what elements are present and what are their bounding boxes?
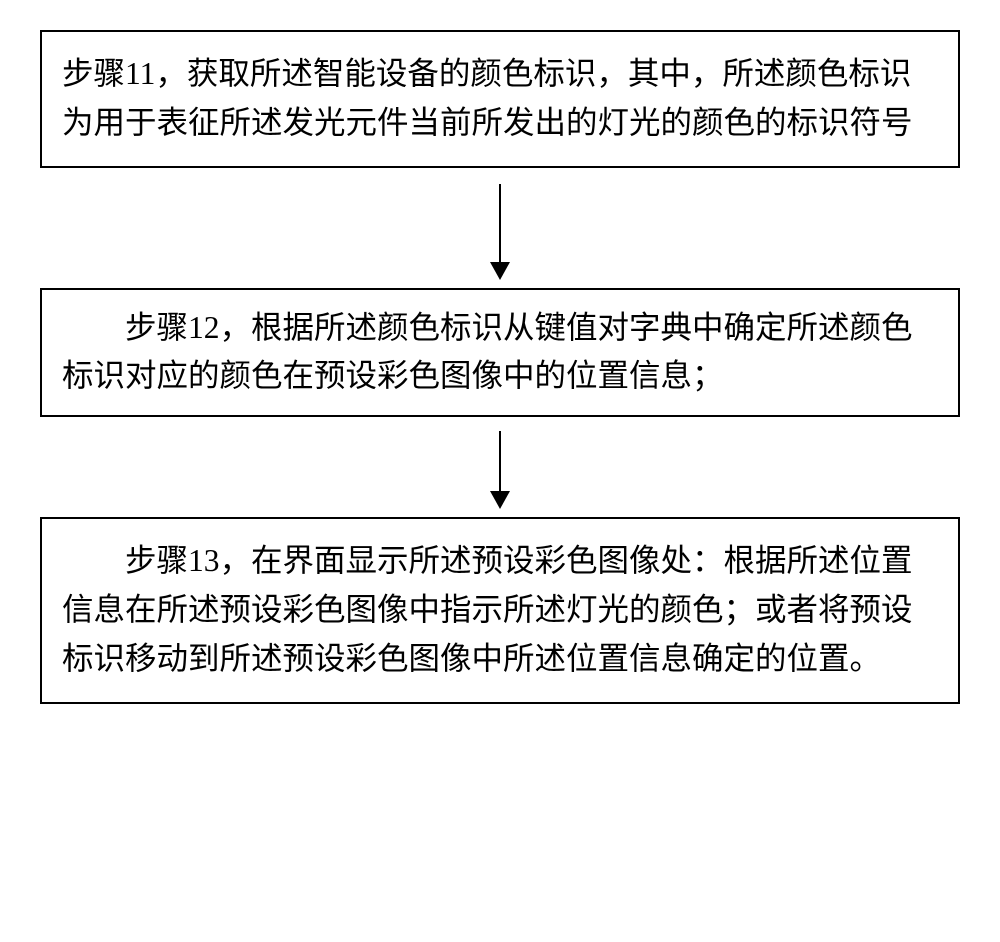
flowchart-node-step11: 步骤11，获取所述智能设备的颜色标识，其中，所述颜色标识为用于表征所述发光元件当…: [40, 30, 960, 168]
flowchart-arrow-1: [35, 168, 965, 288]
arrow-head-icon: [490, 262, 510, 280]
node-text: 步骤13，在界面显示所述预设彩色图像处：根据所述位置信息在所述预设彩色图像中指示…: [62, 537, 930, 683]
flowchart-arrow-2: [35, 417, 965, 517]
flowchart-node-step12: 步骤12，根据所述颜色标识从键值对字典中确定所述颜色标识对应的颜色在预设彩色图像…: [40, 288, 960, 418]
arrow-head-icon: [490, 491, 510, 509]
flowchart-node-step13: 步骤13，在界面显示所述预设彩色图像处：根据所述位置信息在所述预设彩色图像中指示…: [40, 517, 960, 703]
arrow-line: [499, 184, 501, 272]
node-text: 步骤11，获取所述智能设备的颜色标识，其中，所述颜色标识为用于表征所述发光元件当…: [62, 56, 913, 140]
flowchart-container: 步骤11，获取所述智能设备的颜色标识，其中，所述颜色标识为用于表征所述发光元件当…: [35, 30, 965, 704]
node-text: 步骤12，根据所述颜色标识从键值对字典中确定所述颜色标识对应的颜色在预设彩色图像…: [62, 304, 930, 402]
